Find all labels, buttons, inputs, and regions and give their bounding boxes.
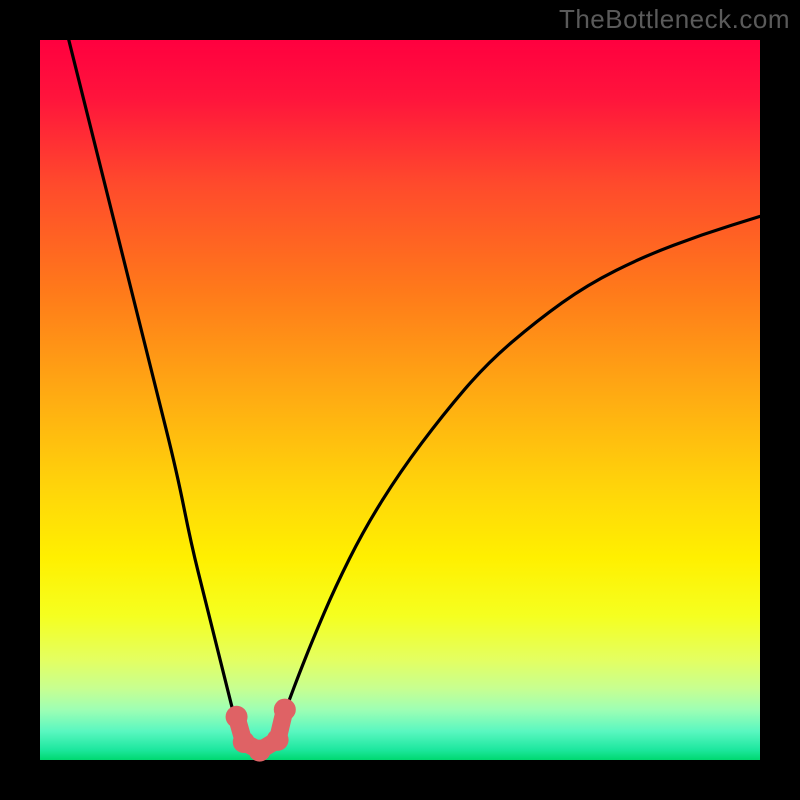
bottleneck-chart	[0, 0, 800, 800]
heat-gradient-area	[40, 40, 760, 760]
